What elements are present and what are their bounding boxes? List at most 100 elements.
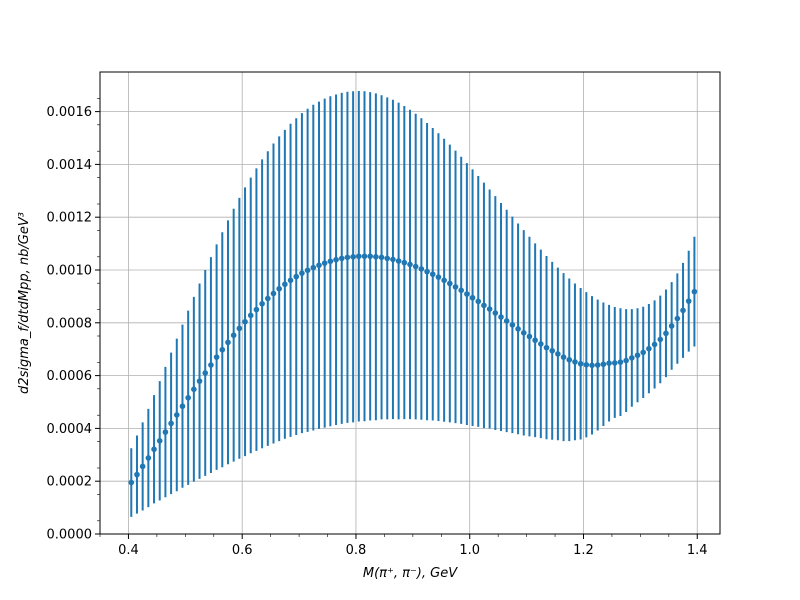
data-point: [600, 361, 607, 368]
data-point: [623, 357, 629, 364]
data-point: [435, 274, 442, 280]
data-point: [629, 355, 635, 361]
x-tick-label: 0.6: [232, 543, 253, 558]
data-point: [611, 360, 618, 366]
data-point: [663, 330, 669, 337]
data-point: [321, 260, 328, 266]
data-points: [128, 253, 698, 486]
data-point: [350, 253, 356, 260]
data-point: [543, 344, 550, 351]
data-point: [646, 345, 652, 352]
data-point: [202, 370, 209, 376]
data-point: [247, 312, 254, 319]
data-point: [213, 354, 220, 360]
x-tick-label: 1.4: [687, 543, 708, 558]
data-point: [378, 254, 385, 261]
data-point: [242, 318, 248, 325]
data-point: [282, 281, 288, 288]
data-point: [395, 258, 402, 264]
data-point: [338, 255, 345, 262]
data-point: [577, 360, 584, 367]
data-point: [333, 256, 339, 263]
x-tick-label: 1.0: [459, 543, 480, 558]
data-point: [390, 256, 396, 263]
data-point: [441, 277, 447, 284]
data-point: [128, 479, 135, 486]
data-point: [555, 351, 561, 357]
plot-frame: [99, 71, 721, 535]
y-tick-label: 0.0002: [47, 475, 93, 490]
data-point: [634, 352, 641, 359]
data-point: [475, 298, 482, 305]
data-point: [589, 362, 595, 369]
data-point: [168, 420, 174, 427]
data-point: [230, 332, 237, 339]
data-point: [452, 284, 459, 290]
error-bars: [130, 91, 696, 517]
data-point: [373, 253, 379, 260]
data-point: [191, 386, 197, 393]
data-point: [606, 360, 612, 366]
data-point: [344, 254, 351, 261]
data-point: [651, 341, 658, 348]
data-point: [549, 347, 556, 354]
data-point: [293, 273, 300, 280]
data-point: [668, 323, 675, 329]
data-point: [225, 339, 231, 346]
data-point: [429, 271, 436, 278]
data-point: [498, 314, 504, 320]
data-point: [560, 354, 567, 360]
data-point: [310, 264, 317, 271]
data-point: [173, 412, 180, 418]
data-point: [134, 471, 140, 478]
y-tick-label: 0.0006: [47, 369, 93, 384]
y-tick-label: 0.0014: [47, 158, 93, 173]
data-point: [566, 356, 573, 363]
data-point: [691, 288, 698, 295]
data-point: [509, 322, 516, 328]
data-point: [361, 253, 368, 260]
data-point: [492, 310, 499, 316]
data-point: [424, 268, 430, 275]
x-axis-label: M(π⁺, π⁻), GeV: [363, 566, 458, 581]
data-point: [253, 306, 260, 313]
data-point: [145, 455, 152, 461]
y-tick-label: 0.0000: [47, 528, 93, 543]
data-point: [594, 362, 601, 368]
data-point: [640, 349, 647, 356]
data-point: [572, 359, 578, 365]
data-point: [316, 262, 322, 269]
data-point: [538, 341, 544, 347]
data-point: [617, 359, 624, 365]
data-point: [464, 291, 470, 297]
data-point: [259, 300, 265, 307]
data-point: [327, 258, 334, 265]
data-point: [276, 285, 282, 292]
x-tick-label: 1.2: [573, 543, 594, 558]
data-point: [401, 259, 408, 266]
data-point: [418, 266, 425, 272]
data-point: [287, 277, 294, 284]
data-point: [458, 287, 464, 294]
data-point: [384, 255, 391, 262]
data-point: [156, 438, 163, 444]
data-point: [486, 306, 493, 312]
data-point: [208, 362, 214, 368]
data-point: [532, 337, 538, 344]
data-point: [515, 326, 521, 332]
data-point: [299, 270, 305, 276]
data-point: [139, 463, 146, 470]
x-tick-label: 0.4: [118, 543, 139, 558]
data-point: [685, 298, 692, 304]
y-tick-label: 0.0012: [47, 211, 93, 226]
data-point: [367, 253, 373, 260]
data-point: [304, 267, 311, 274]
data-point: [680, 307, 686, 314]
y-tick-label: 0.0004: [47, 422, 93, 437]
data-point: [219, 346, 226, 353]
data-point: [179, 403, 186, 410]
data-point: [469, 294, 476, 301]
data-point: [151, 446, 157, 453]
data-point: [196, 378, 203, 384]
